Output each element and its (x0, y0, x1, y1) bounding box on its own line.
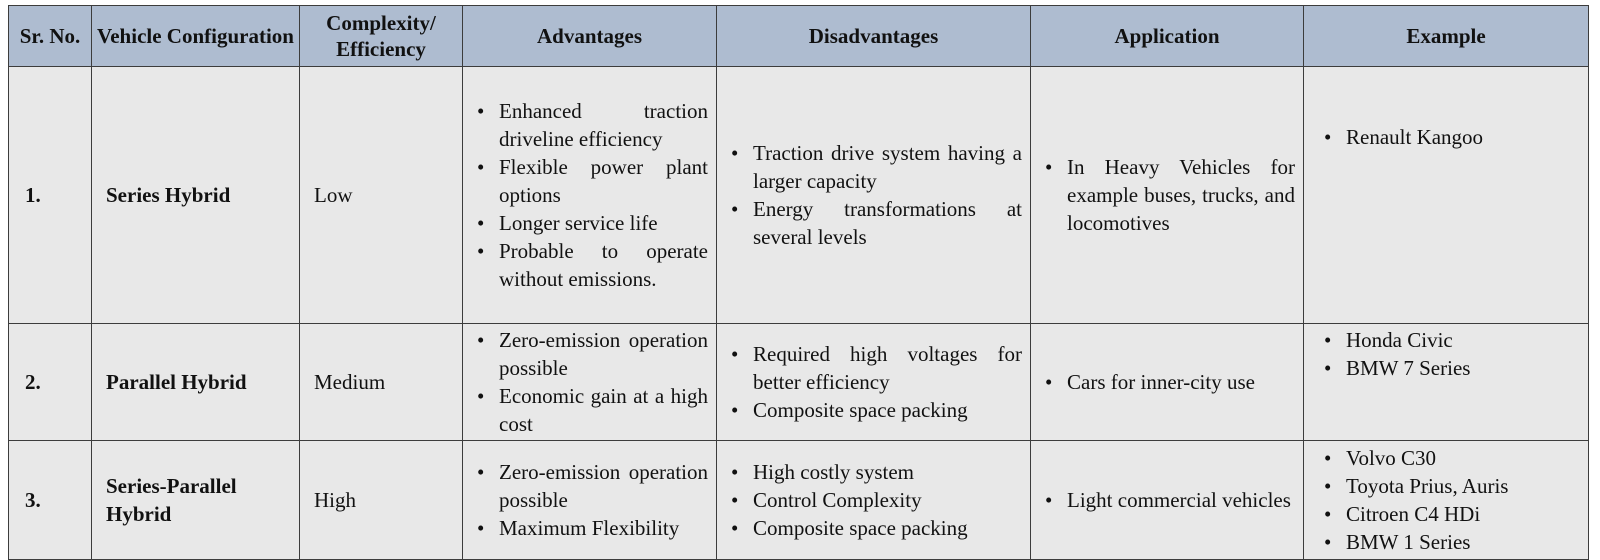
advantages-cell: Zero-emission operation possible Economi… (462, 323, 717, 441)
list-item: Enhanced traction driveline efficiency (471, 97, 708, 153)
list-item: Citroen C4 HDi (1312, 500, 1580, 528)
table-row: 2. Parallel Hybrid Medium Zero-emission … (8, 323, 1589, 441)
hybrid-configuration-table: Sr. No. Vehicle Configuration Complexity… (8, 5, 1589, 560)
vehicle-configuration: Series Hybrid (91, 66, 300, 324)
disadvantages-cell: Required high voltages for better effici… (716, 323, 1031, 441)
list-item: Flexible power plant options (471, 153, 708, 209)
row-number: 3. (8, 440, 92, 560)
list-item: Traction drive system having a larger ca… (725, 139, 1022, 195)
example-cell: Honda Civic BMW 7 Series (1303, 323, 1589, 441)
application-cell: Light commercial vehicles (1030, 440, 1304, 560)
header-example: Example (1303, 5, 1589, 67)
complexity-value: High (299, 440, 463, 560)
advantages-cell: Zero-emission operation possible Maximum… (462, 440, 717, 560)
header-advantages: Advantages (462, 5, 717, 67)
header-vehicle-configuration: Vehicle Configuration (91, 5, 300, 67)
table-row: 3. Series-Parallel Hybrid High Zero-emis… (8, 440, 1589, 560)
list-item: Maximum Flexibility (471, 514, 708, 542)
list-item: Volvo C30 (1312, 444, 1580, 472)
disadvantages-cell: High costly system Control Complexity Co… (716, 440, 1031, 560)
list-item: Toyota Prius, Auris (1312, 472, 1580, 500)
list-item: Cars for inner-city use (1039, 368, 1295, 396)
list-item: Longer service life (471, 209, 708, 237)
list-item: Honda Civic (1312, 326, 1580, 354)
list-item: Composite space packing (725, 396, 1022, 424)
advantages-cell: Enhanced traction driveline efficiency F… (462, 66, 717, 324)
list-item: Renault Kangoo (1312, 123, 1580, 151)
complexity-value: Low (299, 66, 463, 324)
application-cell: Cars for inner-city use (1030, 323, 1304, 441)
list-item: Required high voltages for better effici… (725, 340, 1022, 396)
list-item: Zero-emission operation possible (471, 458, 708, 514)
header-row: Sr. No. Vehicle Configuration Complexity… (8, 5, 1589, 67)
complexity-value: Medium (299, 323, 463, 441)
vehicle-configuration: Series-Parallel Hybrid (91, 440, 300, 560)
header-application: Application (1030, 5, 1304, 67)
list-item: BMW 7 Series (1312, 354, 1580, 382)
table-row: 1. Series Hybrid Low Enhanced traction d… (8, 66, 1589, 324)
application-cell: In Heavy Vehicles for example buses, tru… (1030, 66, 1304, 324)
vehicle-configuration: Parallel Hybrid (91, 323, 300, 441)
list-item: Composite space packing (725, 514, 1022, 542)
list-item: BMW 1 Series (1312, 528, 1580, 556)
list-item: In Heavy Vehicles for example buses, tru… (1039, 153, 1295, 237)
list-item: Probable to operate without emissions. (471, 237, 708, 293)
list-item: Zero-emission operation possible (471, 326, 708, 382)
row-number: 2. (8, 323, 92, 441)
list-item: Light commercial vehicles (1039, 486, 1295, 514)
header-disadvantages: Disadvantages (716, 5, 1031, 67)
list-item: Energy transformations at several levels (725, 195, 1022, 251)
example-cell: Renault Kangoo (1303, 66, 1589, 324)
header-complexity-efficiency: Complexity/ Efficiency (299, 5, 463, 67)
disadvantages-cell: Traction drive system having a larger ca… (716, 66, 1031, 324)
list-item: High costly system (725, 458, 1022, 486)
list-item: Economic gain at a high cost (471, 382, 708, 438)
header-sr-no: Sr. No. (8, 5, 92, 67)
row-number: 1. (8, 66, 92, 324)
example-cell: Volvo C30 Toyota Prius, Auris Citroen C4… (1303, 440, 1589, 560)
list-item: Control Complexity (725, 486, 1022, 514)
